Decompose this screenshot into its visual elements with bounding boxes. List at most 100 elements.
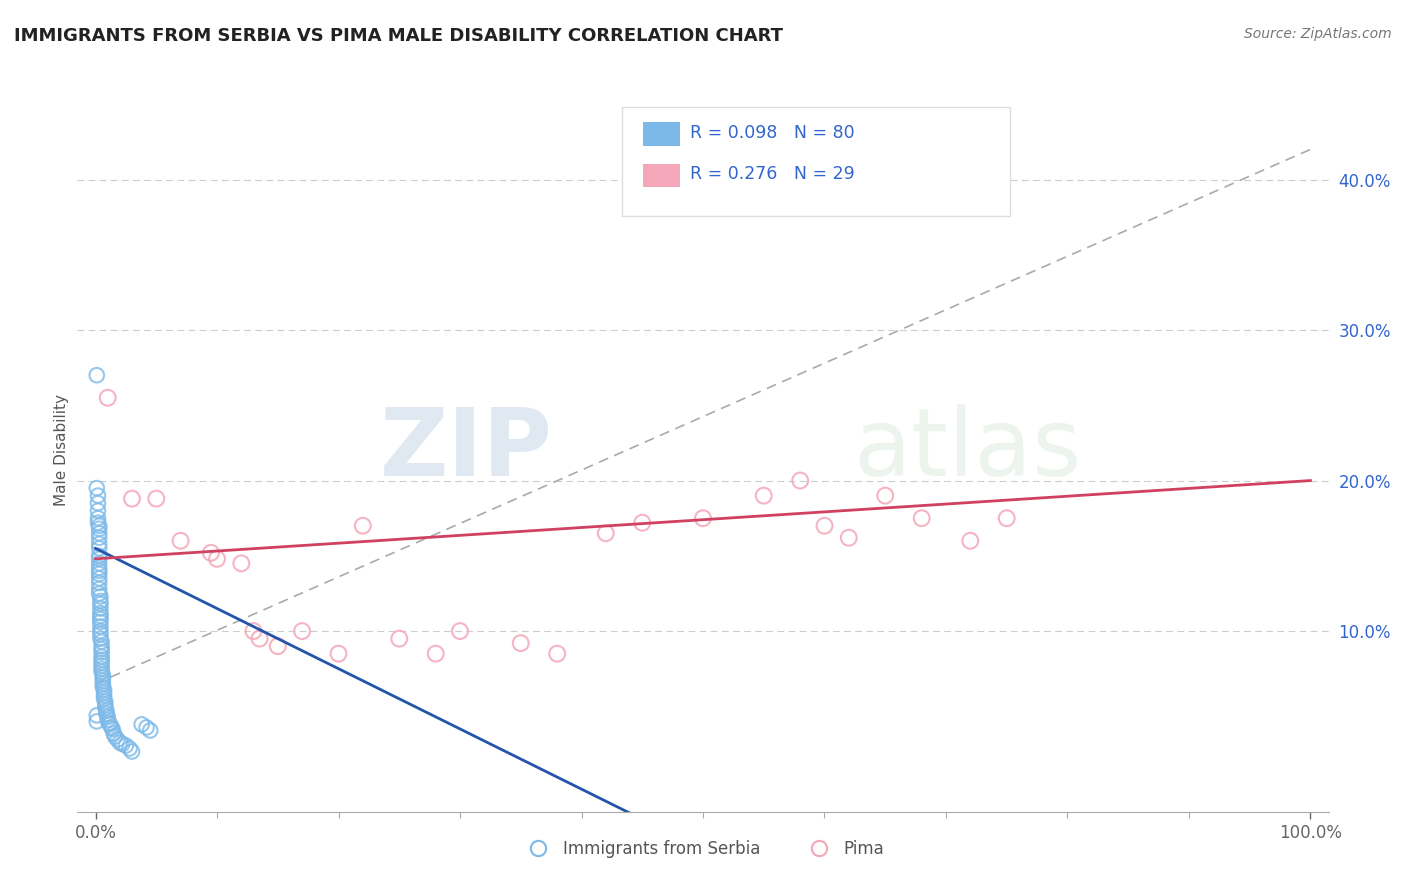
Point: [425, 647, 447, 661]
Point: [104, 730, 127, 744]
Point: [91, 680, 114, 694]
Point: [111, 737, 134, 751]
Point: [90, 658, 112, 673]
Point: [89, 549, 111, 563]
Point: [108, 735, 131, 749]
Point: [89, 606, 111, 620]
Point: [205, 551, 228, 566]
Point: [692, 511, 714, 525]
Point: [89, 518, 111, 533]
Point: [911, 511, 934, 525]
Point: [267, 639, 290, 653]
Point: [89, 609, 111, 624]
Point: [135, 721, 157, 735]
Point: [86, 368, 108, 383]
Point: [91, 677, 114, 691]
Text: IMMIGRANTS FROM SERBIA VS PIMA MALE DISABILITY CORRELATION CHART: IMMIGRANTS FROM SERBIA VS PIMA MALE DISA…: [14, 27, 783, 45]
FancyBboxPatch shape: [643, 163, 681, 186]
Point: [169, 533, 191, 548]
Text: R = 0.276   N = 29: R = 0.276 N = 29: [690, 165, 855, 184]
Point: [328, 647, 350, 661]
Point: [145, 491, 167, 506]
Point: [91, 673, 114, 688]
Point: [121, 744, 143, 758]
Point: [89, 597, 111, 611]
Point: [449, 624, 471, 639]
Point: [89, 582, 111, 596]
Point: [875, 489, 897, 503]
Point: [959, 533, 981, 548]
Point: [87, 496, 110, 510]
Text: ZIP: ZIP: [380, 404, 553, 497]
Point: [93, 686, 115, 700]
Point: [89, 526, 111, 541]
Point: [89, 601, 111, 615]
Legend: Immigrants from Serbia, Pima: Immigrants from Serbia, Pima: [515, 833, 891, 865]
Point: [89, 576, 111, 591]
Point: [89, 627, 111, 641]
Point: [89, 624, 111, 639]
Point: [97, 715, 120, 730]
Point: [94, 701, 117, 715]
Point: [89, 619, 111, 633]
Point: [86, 708, 108, 723]
Point: [89, 522, 111, 536]
Point: [93, 691, 115, 706]
Point: [90, 642, 112, 657]
Point: [789, 474, 811, 488]
Point: [631, 516, 654, 530]
Point: [89, 586, 111, 600]
Text: R = 0.098   N = 80: R = 0.098 N = 80: [690, 124, 855, 142]
Point: [139, 723, 162, 738]
Point: [87, 489, 110, 503]
FancyBboxPatch shape: [621, 107, 1010, 216]
Point: [546, 647, 568, 661]
Point: [90, 653, 112, 667]
Point: [100, 721, 122, 735]
Point: [200, 546, 222, 560]
Point: [89, 561, 111, 575]
Point: [89, 537, 111, 551]
Point: [90, 656, 112, 670]
Point: [90, 665, 112, 679]
Point: [97, 713, 120, 727]
Point: [87, 516, 110, 530]
Point: [90, 662, 112, 676]
Point: [249, 632, 271, 646]
Point: [121, 491, 143, 506]
Point: [89, 632, 111, 646]
Point: [91, 667, 114, 681]
Point: [107, 732, 129, 747]
Point: [813, 518, 835, 533]
Point: [89, 566, 111, 581]
Point: [90, 634, 112, 648]
Point: [89, 564, 111, 578]
Point: [89, 531, 111, 545]
Point: [101, 722, 124, 736]
Point: [115, 739, 138, 753]
Point: [87, 511, 110, 525]
Point: [752, 489, 775, 503]
Point: [89, 594, 111, 608]
Point: [96, 704, 118, 718]
Point: [995, 511, 1018, 525]
Point: [93, 682, 115, 697]
Point: [388, 632, 411, 646]
Point: [89, 615, 111, 629]
Point: [103, 726, 125, 740]
Point: [96, 706, 118, 721]
Point: [90, 649, 112, 664]
Point: [89, 571, 111, 585]
Point: [90, 639, 112, 653]
Point: [98, 717, 121, 731]
Point: [595, 526, 617, 541]
Point: [838, 531, 860, 545]
Text: atlas: atlas: [853, 404, 1081, 497]
Point: [87, 503, 110, 517]
Point: [89, 541, 111, 556]
Point: [90, 645, 112, 659]
Point: [131, 717, 153, 731]
Point: [86, 481, 108, 495]
Point: [89, 557, 111, 571]
Point: [291, 624, 314, 639]
